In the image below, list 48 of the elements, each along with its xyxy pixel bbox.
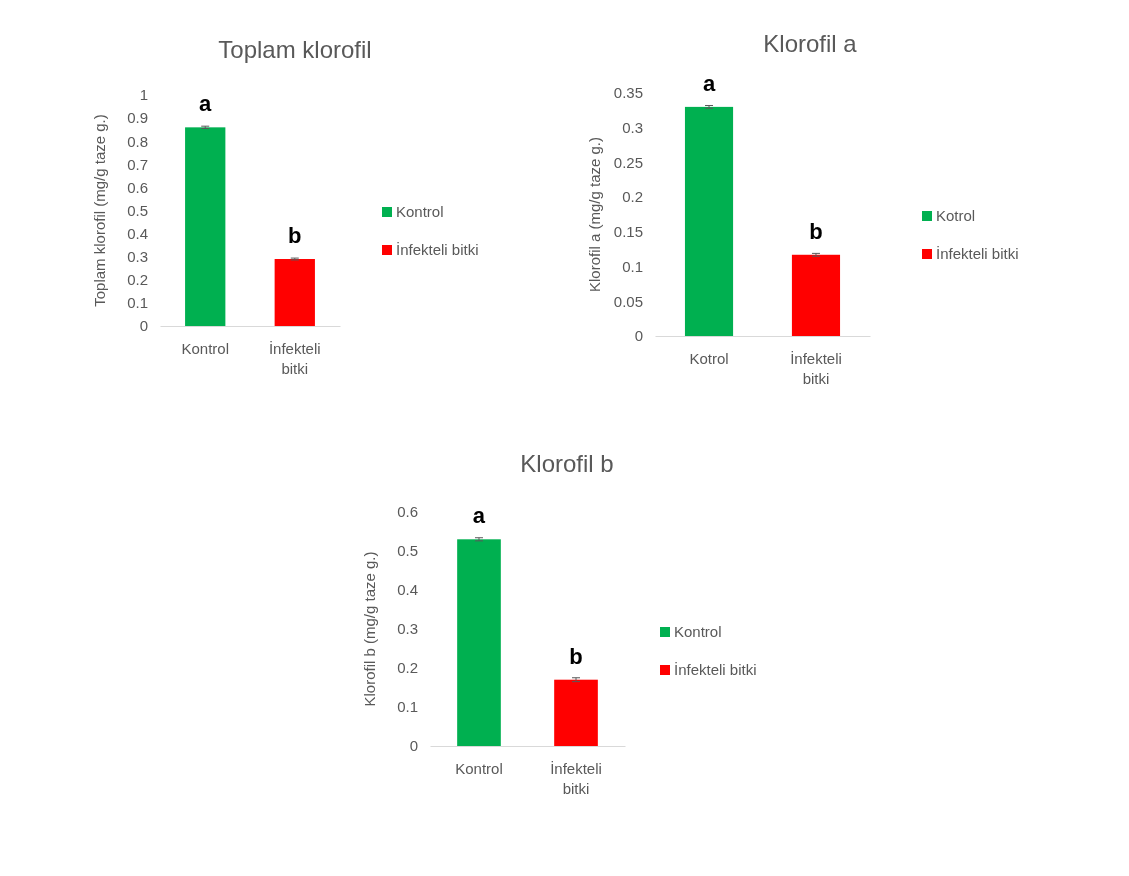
- y-tick-label: 0.2: [622, 188, 643, 206]
- chart-title: Klorofil b: [520, 450, 614, 477]
- chart-title: Toplam klorofil: [218, 36, 372, 63]
- legend-label: İnfekteli bitki: [936, 245, 1019, 262]
- y-tick-label: 0.5: [397, 542, 418, 560]
- y-tick-label: 0.1: [397, 698, 418, 716]
- y-tick-label: 0.3: [622, 119, 643, 137]
- y-tick-label: 0.25: [613, 153, 643, 171]
- y-tick-label: 0.3: [397, 620, 418, 638]
- y-tick-label: 0.35: [613, 84, 643, 102]
- annotation: b: [569, 643, 583, 669]
- annotation: a: [472, 503, 486, 529]
- legend-label: İnfekteli bitki: [396, 241, 479, 258]
- y-tick-label: 0.7: [127, 155, 148, 173]
- y-tick-label: 0.15: [613, 223, 643, 241]
- y-tick-label: 0.3: [127, 248, 148, 265]
- y-axis-title: Klorofil b (mg/g taze g.): [361, 551, 378, 707]
- y-tick-label: 0.05: [613, 292, 643, 310]
- y-tick-label: 0: [409, 737, 418, 755]
- legend-label: İnfekteli bitki: [674, 661, 757, 678]
- y-tick-label: 0.2: [127, 271, 148, 289]
- y-tick-label: 0.8: [127, 132, 148, 150]
- y-axis-title: Toplam klorofil (mg/g taze g.): [91, 114, 108, 307]
- annotation: b: [288, 223, 302, 249]
- annotation: a: [702, 70, 716, 96]
- legend-label: Kontrol: [396, 203, 444, 220]
- y-tick-label: 0: [634, 327, 643, 345]
- x-tick-label: İnfekteli bitki: [790, 350, 842, 387]
- y-tick-label: 0.9: [127, 109, 148, 127]
- y-tick-label: 0.4: [127, 224, 148, 242]
- x-tick-label: İnfekteli bitki: [268, 340, 321, 377]
- y-tick-label: 0.4: [397, 581, 418, 599]
- y-tick-label: 0.1: [622, 257, 643, 275]
- y-tick-label: 0.6: [127, 178, 148, 196]
- y-tick-label: 0.5: [127, 201, 148, 219]
- annotation: a: [199, 91, 213, 117]
- y-axis-title: Klorofil a (mg/g taze g.): [586, 136, 603, 293]
- x-tick-label: Kontrol: [181, 340, 229, 357]
- legend-label: Kontrol: [674, 623, 722, 640]
- annotation: b: [809, 218, 823, 244]
- y-tick-label: 0.2: [397, 659, 418, 677]
- y-tick-label: 0.6: [397, 503, 418, 521]
- y-tick-label: 0: [139, 317, 148, 335]
- legend-label: Kotrol: [936, 207, 976, 224]
- chart-title: Klorofil a: [763, 30, 858, 57]
- x-tick-label: Kotrol: [689, 350, 729, 367]
- y-tick-label: 0.1: [127, 294, 148, 312]
- y-tick-label: 1: [139, 86, 148, 104]
